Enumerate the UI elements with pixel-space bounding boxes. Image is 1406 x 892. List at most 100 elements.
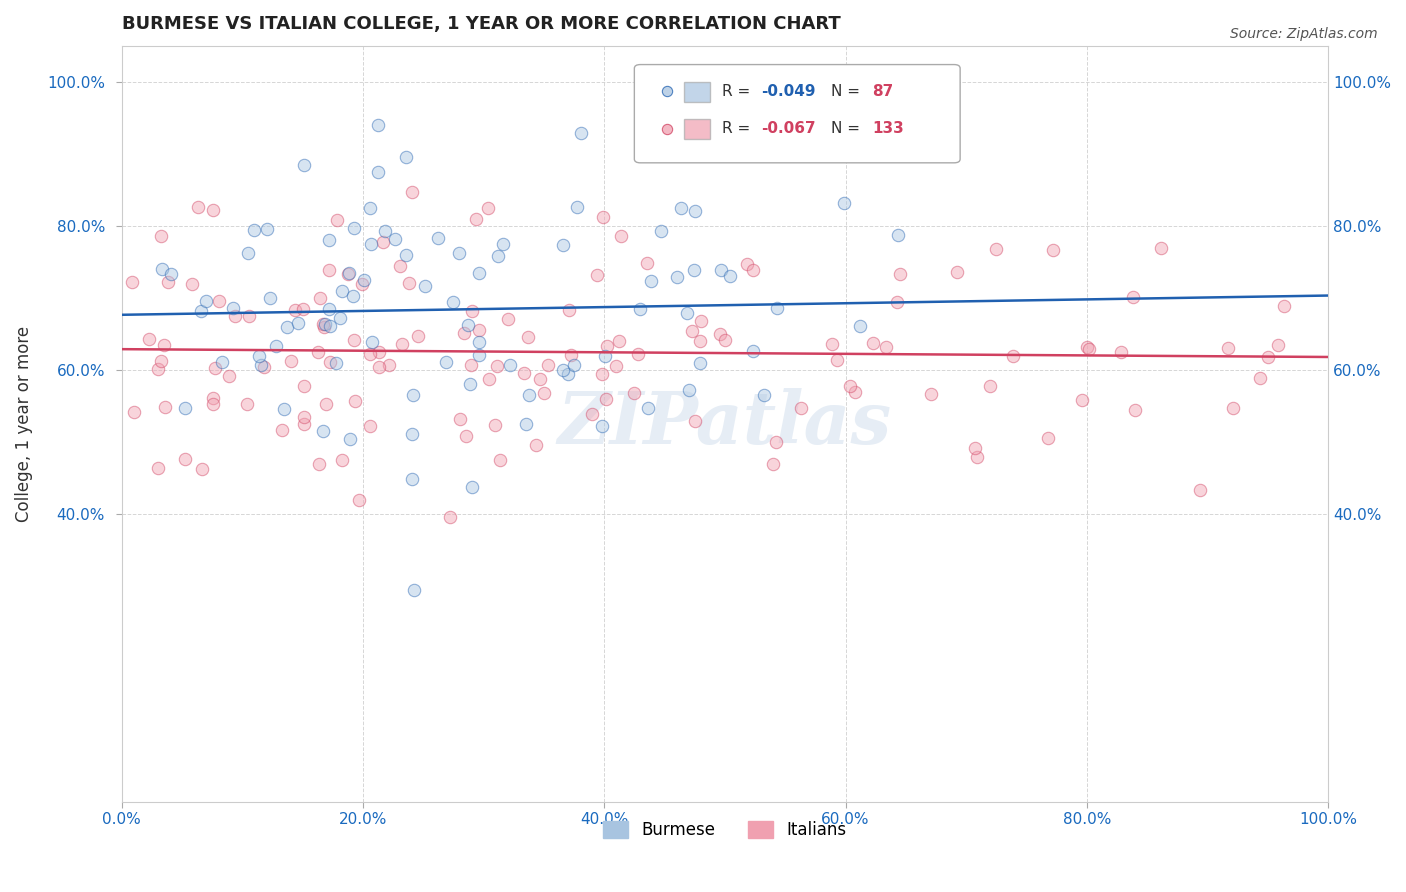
Point <box>426 231 449 245</box>
Point <box>247 349 270 363</box>
Point <box>180 277 202 292</box>
Point <box>655 118 678 132</box>
Point <box>1222 401 1244 415</box>
Point <box>637 401 659 416</box>
Point <box>148 362 170 376</box>
Point <box>264 339 287 353</box>
Point <box>460 377 482 392</box>
Point <box>517 388 540 402</box>
FancyBboxPatch shape <box>634 64 960 163</box>
Point <box>489 453 512 467</box>
Point <box>640 275 662 289</box>
Point <box>319 355 342 369</box>
Point <box>337 266 360 280</box>
Point <box>150 354 173 368</box>
Point <box>591 367 613 381</box>
Point <box>839 379 862 393</box>
Point <box>259 291 281 305</box>
Point <box>551 363 574 377</box>
Point <box>339 432 361 446</box>
Point <box>307 345 329 359</box>
Point <box>270 423 292 437</box>
Point <box>742 343 765 358</box>
Point <box>325 356 347 370</box>
Point <box>434 355 457 369</box>
Legend: Burmese, Italians: Burmese, Italians <box>596 814 853 847</box>
Point <box>537 358 560 372</box>
Point <box>318 233 340 247</box>
Point <box>945 265 967 279</box>
Point <box>224 309 246 323</box>
Point <box>318 301 340 316</box>
Point <box>581 407 603 421</box>
Point <box>457 318 479 333</box>
Point <box>201 397 224 411</box>
Point <box>605 359 627 374</box>
Point <box>966 450 988 464</box>
Point <box>401 185 423 199</box>
Point <box>204 361 226 376</box>
Point <box>468 348 491 362</box>
Point <box>326 213 349 227</box>
Point <box>401 426 423 441</box>
Point <box>690 314 713 328</box>
Point <box>148 461 170 475</box>
Point <box>766 301 789 315</box>
Point <box>468 266 491 280</box>
Point <box>683 414 706 428</box>
Point <box>276 319 298 334</box>
Point <box>292 379 315 393</box>
Point <box>499 358 522 372</box>
Point <box>790 401 813 415</box>
Point <box>709 327 731 342</box>
Point <box>1042 244 1064 258</box>
Point <box>402 583 425 598</box>
Point <box>569 126 592 140</box>
Text: -0.049: -0.049 <box>761 84 815 98</box>
Point <box>292 302 315 317</box>
Point <box>515 417 537 431</box>
Point <box>844 384 866 399</box>
Point <box>292 158 315 172</box>
Point <box>121 275 143 289</box>
Point <box>560 348 582 362</box>
Text: N =: N = <box>831 121 865 136</box>
Point <box>1036 431 1059 445</box>
Point <box>413 279 436 293</box>
Bar <box>683 82 710 102</box>
Point <box>330 284 353 298</box>
Point <box>453 326 475 341</box>
Point <box>352 277 374 292</box>
Point <box>683 263 706 277</box>
Point <box>592 210 614 224</box>
Text: N =: N = <box>831 84 865 98</box>
Point <box>492 236 515 251</box>
Point <box>343 333 366 347</box>
Point <box>762 457 785 471</box>
Point <box>752 388 775 402</box>
Point <box>190 304 212 318</box>
Point <box>461 304 484 318</box>
Point <box>391 336 413 351</box>
Point <box>564 358 586 372</box>
Point <box>449 412 471 426</box>
Point <box>173 451 195 466</box>
Point <box>742 263 765 277</box>
Point <box>342 289 364 303</box>
Point <box>201 391 224 405</box>
Point <box>1122 290 1144 304</box>
Point <box>486 359 509 373</box>
Point <box>477 201 499 215</box>
Point <box>920 387 942 401</box>
Point <box>832 196 855 211</box>
Point <box>627 347 650 361</box>
Point <box>373 235 395 250</box>
Point <box>312 424 335 438</box>
Point <box>586 268 609 282</box>
Point <box>284 303 307 318</box>
Point <box>553 238 575 252</box>
Point <box>965 441 987 455</box>
Point <box>984 242 1007 256</box>
Point <box>610 228 633 243</box>
Point <box>318 318 340 333</box>
